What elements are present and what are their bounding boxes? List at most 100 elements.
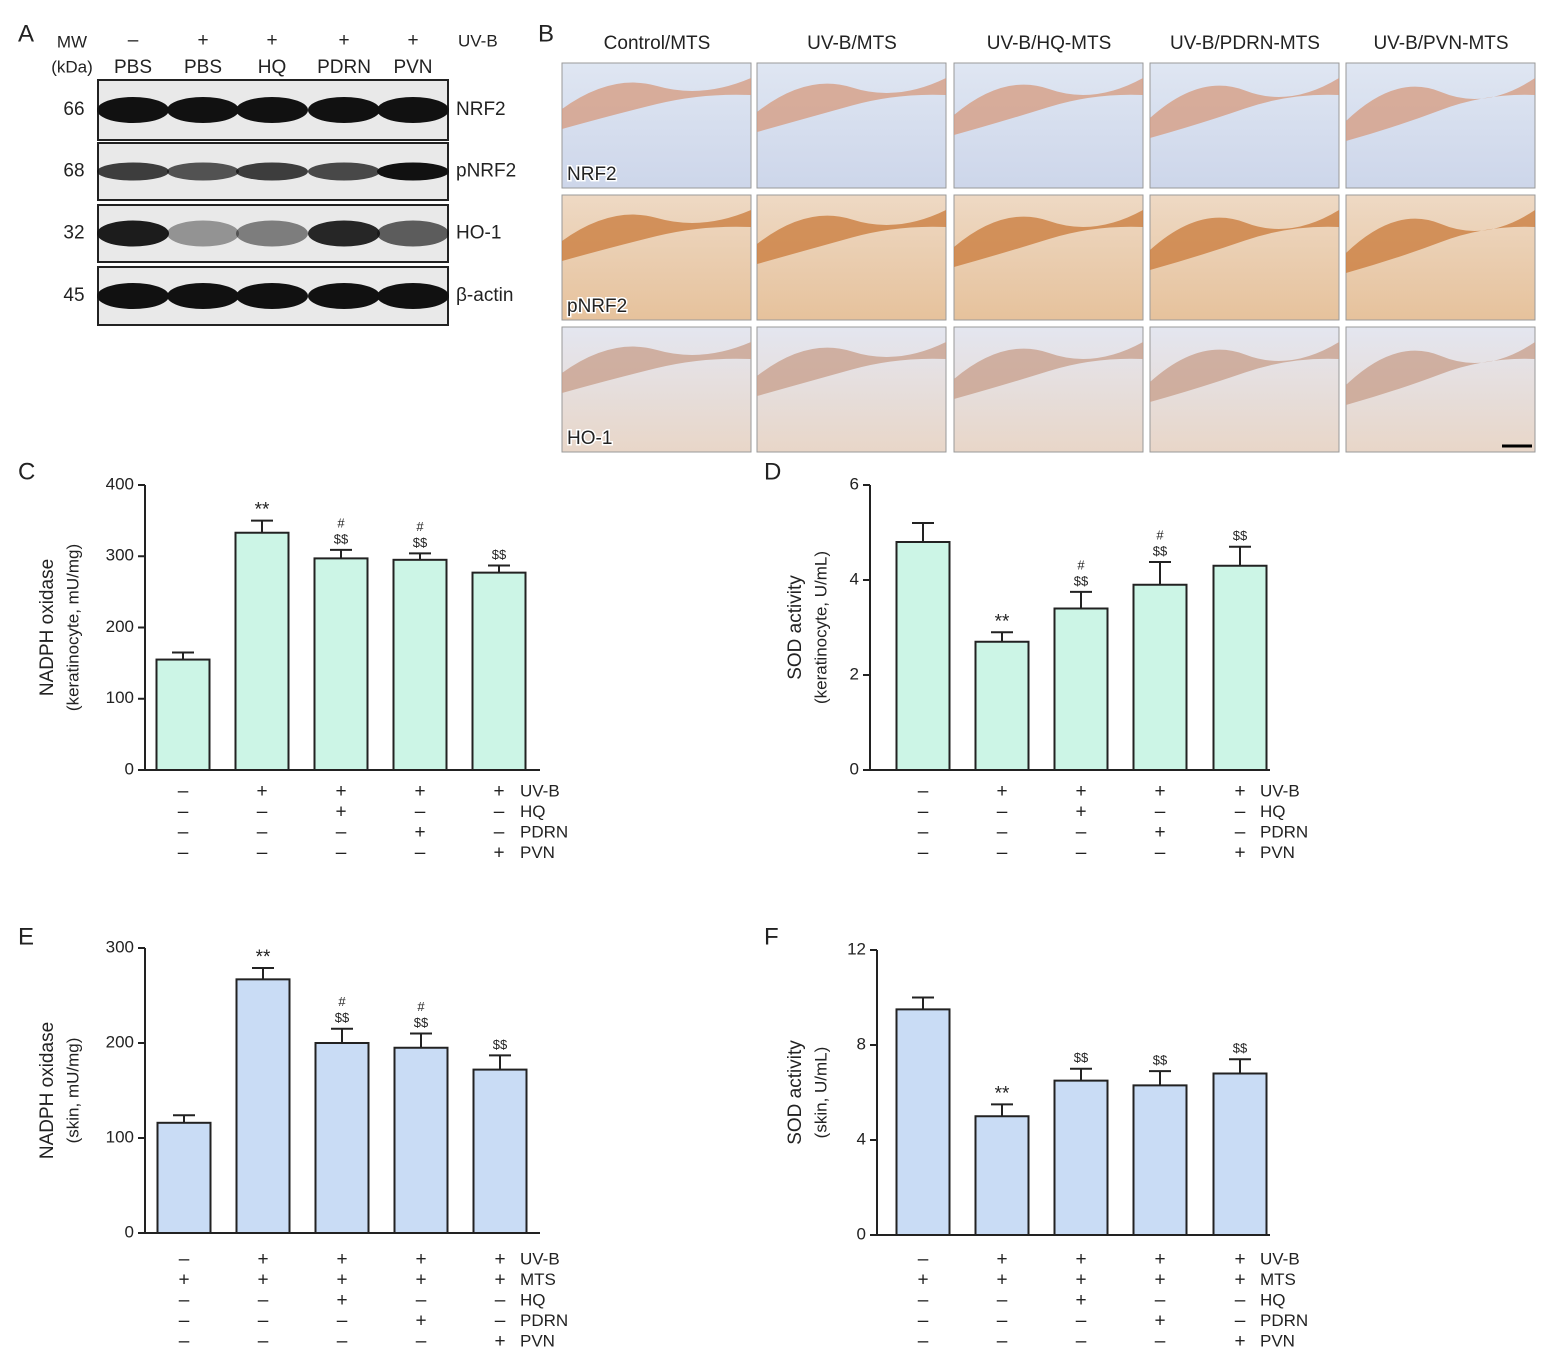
y-tick-label: 200 (106, 617, 134, 636)
condition-sign: – (1076, 1311, 1087, 1332)
significance-mark: ** (995, 1083, 1010, 1104)
condition-name: PDRN (1260, 822, 1308, 841)
condition-sign: + (1234, 781, 1245, 802)
condition-sign: – (178, 802, 189, 823)
significance-mark: # (1077, 557, 1085, 572)
condition-sign: – (997, 1290, 1008, 1311)
significance-mark: $$ (1233, 528, 1248, 543)
blot-band (167, 220, 239, 247)
mw-header: MW (57, 32, 87, 51)
y-axis-label: NADPH oxidase (37, 1022, 58, 1159)
y-tick-label: 0 (850, 759, 859, 778)
bar (155, 658, 211, 771)
condition-sign: – (178, 843, 189, 864)
condition-sign: – (495, 1290, 506, 1311)
condition-sign: + (996, 1270, 1007, 1291)
blot-band (377, 220, 449, 247)
panel-label: E (18, 923, 34, 950)
blot-band (308, 220, 380, 247)
significance-mark: ** (255, 500, 270, 521)
bar (156, 1121, 212, 1235)
condition-sign: + (415, 1249, 426, 1270)
column-title: UV-B/PVN-MTS (1373, 33, 1508, 54)
bar (895, 1008, 951, 1236)
bar (895, 541, 951, 771)
mw-value: 45 (63, 285, 84, 306)
row-label: pNRF2 (567, 296, 627, 317)
condition-sign: – (918, 1290, 929, 1311)
significance-mark: $$ (1153, 1053, 1168, 1068)
epidermis (562, 210, 751, 261)
condition-sign: – (178, 781, 189, 802)
condition-sign: + (414, 781, 425, 802)
mw-header: (kDa) (51, 57, 93, 76)
epidermis (954, 78, 1143, 135)
y-tick-label: 0 (125, 1222, 134, 1241)
condition-sign: – (416, 1331, 427, 1352)
condition-sign: – (258, 1331, 269, 1352)
condition-sign: + (1234, 843, 1245, 864)
blot-band (236, 283, 308, 309)
condition-sign: + (917, 1270, 928, 1291)
condition-name: PDRN (1260, 1311, 1308, 1330)
condition-sign: – (997, 843, 1008, 864)
condition-sign: – (1235, 802, 1246, 823)
condition-sign: – (179, 1290, 190, 1311)
condition-sign: + (415, 1270, 426, 1291)
bar (1053, 607, 1109, 771)
condition-sign: – (336, 843, 347, 864)
lane-treatment: PDRN (317, 57, 371, 78)
panel-label: D (764, 458, 781, 485)
significance-mark: # (338, 994, 346, 1009)
condition-sign: + (1234, 1270, 1245, 1291)
y-axis-label: (skin, U/mL) (811, 1047, 830, 1139)
blot-band (377, 162, 449, 181)
bar (393, 1046, 449, 1234)
panel-label: A (18, 20, 34, 47)
mw-value: 32 (63, 223, 84, 244)
condition-sign: + (256, 781, 267, 802)
blot-band (97, 283, 169, 309)
condition-name: UV-B (520, 781, 560, 800)
epidermis (1150, 342, 1339, 402)
condition-sign: – (415, 843, 426, 864)
condition-sign: – (258, 1311, 269, 1332)
condition-sign: + (336, 1249, 347, 1270)
significance-mark: ** (256, 947, 271, 968)
significance-mark: $$ (492, 547, 507, 562)
condition-sign: – (257, 802, 268, 823)
lane-treatment: PBS (114, 57, 152, 78)
y-tick-label: 300 (106, 546, 134, 565)
y-axis-label: (skin, mU/mg) (63, 1038, 82, 1144)
tissue-image (756, 326, 947, 453)
condition-sign: – (337, 1311, 348, 1332)
significance-mark: # (1156, 527, 1164, 542)
bar (392, 558, 448, 771)
factor-label: UV-B (458, 31, 498, 50)
bar (234, 531, 290, 771)
condition-sign: – (495, 1311, 506, 1332)
condition-sign: – (416, 1290, 427, 1311)
condition-name: UV-B (1260, 781, 1300, 800)
tissue-image (561, 62, 752, 189)
significance-mark: $$ (335, 1010, 350, 1025)
epidermis (757, 210, 946, 264)
condition-sign: – (918, 802, 929, 823)
significance-mark: $$ (334, 531, 349, 546)
blot-band (308, 162, 380, 181)
condition-sign: + (494, 1249, 505, 1270)
y-tick-label: 100 (106, 688, 134, 707)
condition-sign: + (257, 1249, 268, 1270)
tissue-image (756, 62, 947, 189)
lane-treatment: PBS (184, 57, 222, 78)
significance-mark: $$ (1074, 1050, 1089, 1065)
condition-sign: + (1154, 822, 1165, 843)
condition-name: PDRN (520, 1311, 568, 1330)
condition-sign: – (1076, 1331, 1087, 1352)
significance-mark: # (337, 515, 345, 530)
condition-sign: – (918, 1311, 929, 1332)
epidermis (562, 342, 751, 393)
condition-sign: + (494, 1331, 505, 1352)
y-axis-label: (keratinocyte, U/mL) (811, 551, 830, 704)
